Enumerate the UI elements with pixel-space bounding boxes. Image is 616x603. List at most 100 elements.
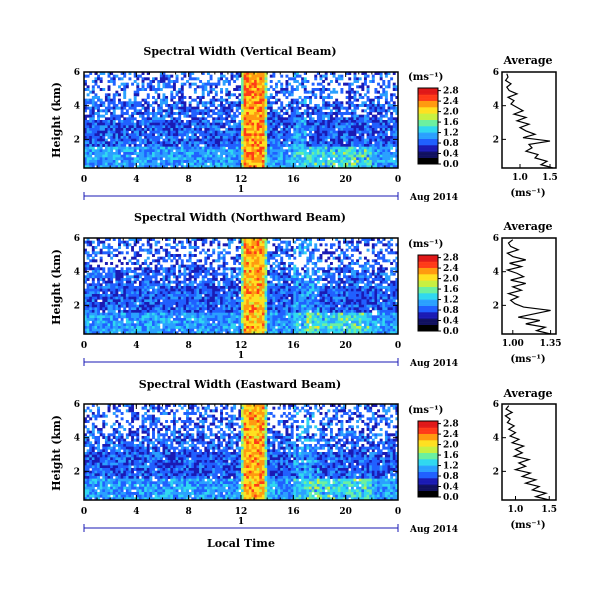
heatmap-cell: [325, 141, 328, 144]
heatmap-cell: [314, 88, 317, 91]
heatmap-cell: [157, 291, 160, 294]
heatmap-cell: [372, 152, 375, 155]
heatmap-cell: [327, 123, 330, 126]
heatmap-cell: [92, 91, 95, 94]
heatmap-cell: [92, 99, 95, 102]
heatmap-cell: [270, 157, 273, 160]
heatmap-cell: [351, 117, 354, 120]
heatmap-cell: [115, 265, 118, 268]
heatmap-cell: [139, 141, 142, 144]
heatmap-cell: [126, 141, 129, 144]
heatmap-cell: [197, 265, 200, 268]
heatmap-cell: [304, 91, 307, 94]
heatmap-cell: [212, 275, 215, 278]
heatmap-cell: [291, 160, 294, 163]
heatmap-cell: [118, 93, 121, 96]
heatmap-cell: [270, 144, 273, 147]
heatmap-cell: [327, 147, 330, 150]
heatmap-cell: [126, 270, 129, 273]
heatmap-cell: [361, 141, 364, 144]
heatmap-cell: [367, 136, 370, 139]
heatmap-cell: [390, 112, 393, 115]
heatmap-cell: [293, 144, 296, 147]
heatmap-cell: [262, 83, 265, 86]
heatmap-cell: [293, 115, 296, 118]
heatmap-cell: [155, 329, 158, 332]
heatmap-cell: [149, 120, 152, 123]
heatmap-cell: [183, 273, 186, 276]
heatmap-cell: [105, 107, 108, 110]
heatmap-cell: [131, 163, 134, 166]
heatmap-cell: [128, 291, 131, 294]
heatmap-cell: [215, 147, 218, 150]
heatmap-cell: [215, 136, 218, 139]
heatmap-cell: [108, 281, 111, 284]
heatmap-cell: [118, 147, 121, 150]
heatmap-cell: [186, 123, 189, 126]
heatmap-cell: [304, 149, 307, 152]
heatmap-cell: [186, 278, 189, 281]
heatmap-cell: [181, 323, 184, 326]
heatmap-cell: [306, 80, 309, 83]
heatmap-cell: [181, 310, 184, 313]
heatmap-cell: [212, 291, 215, 294]
heatmap-cell: [367, 112, 370, 115]
heatmap-cell: [299, 75, 302, 78]
heatmap-cell: [312, 117, 315, 120]
heatmap-cell: [121, 251, 124, 254]
heatmap-cell: [121, 125, 124, 128]
heatmap-cell: [197, 101, 200, 104]
heatmap-cell: [152, 85, 155, 88]
heatmap-cell: [149, 278, 152, 281]
heatmap-cell: [291, 155, 294, 158]
heatmap-cell: [197, 149, 200, 152]
heatmap-cell: [212, 315, 215, 318]
heatmap-cell: [244, 85, 247, 88]
heatmap-cell: [165, 286, 168, 289]
heatmap-cell: [115, 286, 118, 289]
heatmap-cell: [155, 302, 158, 305]
heatmap-cell: [380, 77, 383, 80]
heatmap-cell: [131, 112, 134, 115]
heatmap-cell: [189, 299, 192, 302]
heatmap-cell: [197, 144, 200, 147]
heatmap-cell: [293, 109, 296, 112]
heatmap-cell: [369, 117, 372, 120]
heatmap-cell: [199, 315, 202, 318]
heatmap-cell: [385, 120, 388, 123]
heatmap-cell: [136, 85, 139, 88]
heatmap-cell: [348, 133, 351, 136]
heatmap-cell: [393, 163, 396, 166]
heatmap-cell: [178, 299, 181, 302]
heatmap-cell: [197, 152, 200, 155]
heatmap-cell: [155, 259, 158, 262]
heatmap-cell: [126, 321, 129, 324]
heatmap-cell: [105, 152, 108, 155]
heatmap-cell: [233, 125, 236, 128]
heatmap-cell: [170, 307, 173, 310]
heatmap-cell: [207, 329, 210, 332]
heatmap-cell: [191, 283, 194, 286]
heatmap-cell: [194, 133, 197, 136]
heatmap-cell: [270, 96, 273, 99]
heatmap-cell: [304, 77, 307, 80]
heatmap-cell: [301, 133, 304, 136]
heatmap-cell: [393, 133, 396, 136]
heatmap-cell: [236, 101, 239, 104]
heatmap-cell: [212, 281, 215, 284]
heatmap-cell: [194, 112, 197, 115]
heatmap-cell: [168, 155, 171, 158]
heatmap-cell: [254, 112, 257, 115]
heatmap-cell: [338, 109, 341, 112]
heatmap-cell: [270, 136, 273, 139]
heatmap-cell: [259, 155, 262, 158]
heatmap-cell: [251, 88, 254, 91]
heatmap-cell: [202, 265, 205, 268]
heatmap-cell: [301, 160, 304, 163]
heatmap-cell: [189, 310, 192, 313]
heatmap-cell: [105, 149, 108, 152]
heatmap-cell: [126, 262, 129, 265]
heatmap-cell: [134, 286, 137, 289]
heatmap-cell: [152, 273, 155, 276]
heatmap-cell: [163, 141, 166, 144]
